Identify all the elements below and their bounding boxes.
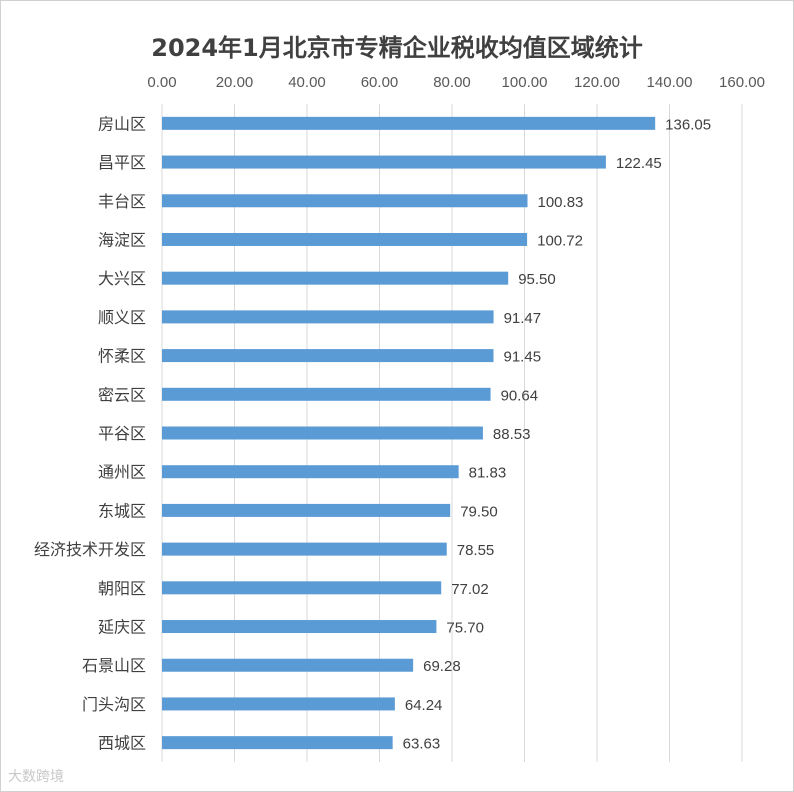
- bar: [162, 736, 393, 750]
- category-label: 密云区: [98, 385, 146, 404]
- chart-title: 2024年1月北京市专精企业税收均值区域统计: [151, 34, 643, 62]
- category-label: 延庆区: [98, 618, 146, 637]
- bar: [162, 503, 451, 517]
- data-label: 91.45: [504, 349, 542, 366]
- category-label: 通州区: [98, 463, 146, 482]
- category-label: 西城区: [98, 734, 146, 753]
- category-label: 门头沟区: [82, 695, 146, 714]
- x-tick-label: 120.00: [574, 74, 620, 91]
- data-label: 69.28: [423, 658, 461, 675]
- data-label: 100.72: [537, 232, 583, 249]
- x-tick-label: 0.00: [147, 74, 176, 91]
- data-label: 136.05: [665, 116, 711, 133]
- category-label: 大兴区: [98, 269, 146, 288]
- data-label: 78.55: [457, 542, 495, 559]
- bar: [162, 155, 606, 169]
- bar: [162, 465, 459, 479]
- data-label: 64.24: [405, 697, 443, 714]
- bar: [162, 116, 656, 130]
- bar: [162, 194, 528, 208]
- category-label: 房山区: [98, 114, 146, 133]
- x-tick-label: 20.00: [216, 74, 254, 91]
- bar: [162, 658, 414, 672]
- bar: [162, 542, 447, 556]
- category-label: 顺义区: [98, 308, 146, 327]
- data-label: 88.53: [493, 426, 531, 443]
- data-label: 81.83: [469, 465, 507, 482]
- bar: [162, 620, 437, 634]
- data-label: 95.50: [518, 271, 556, 288]
- x-tick-label: 40.00: [288, 74, 326, 91]
- watermark-logo: 大数跨境: [8, 769, 64, 785]
- category-label: 经济技术开发区: [34, 540, 146, 559]
- category-label: 海淀区: [98, 230, 146, 249]
- data-label: 90.64: [501, 387, 539, 404]
- bar: [162, 581, 442, 595]
- category-label: 朝阳区: [98, 579, 146, 598]
- category-label: 怀柔区: [98, 347, 146, 366]
- category-label: 东城区: [98, 501, 146, 520]
- bar: [162, 310, 494, 324]
- bar: [162, 271, 509, 285]
- data-label: 91.47: [504, 310, 542, 327]
- x-tick-label: 140.00: [647, 74, 693, 91]
- category-label: 丰台区: [98, 192, 146, 211]
- x-tick-label: 160.00: [719, 74, 765, 91]
- data-label: 100.83: [538, 194, 584, 211]
- bar: [162, 387, 491, 401]
- data-label: 79.50: [460, 503, 498, 520]
- x-tick-label: 100.00: [502, 74, 548, 91]
- category-label: 平谷区: [98, 424, 146, 443]
- x-tick-label: 80.00: [433, 74, 471, 91]
- bar: [162, 426, 483, 440]
- category-label: 石景山区: [82, 656, 146, 675]
- data-label: 122.45: [616, 155, 662, 172]
- bar: [162, 349, 494, 363]
- x-tick-label: 60.00: [361, 74, 399, 91]
- bar: [162, 697, 395, 711]
- data-label: 75.70: [446, 620, 484, 637]
- data-label: 63.63: [403, 736, 441, 753]
- data-label: 77.02: [451, 581, 489, 598]
- category-label: 昌平区: [98, 153, 146, 172]
- bar: [162, 232, 528, 246]
